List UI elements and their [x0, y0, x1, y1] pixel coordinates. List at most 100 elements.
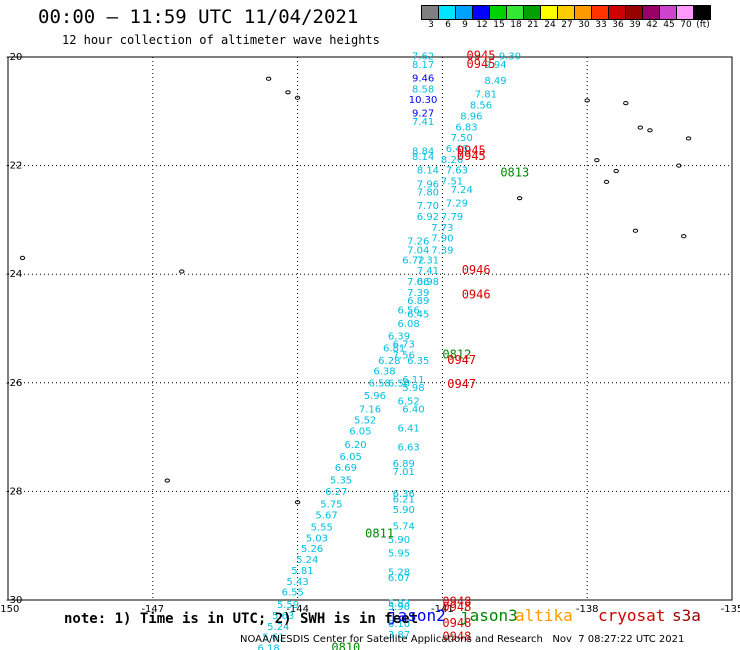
- swh-value-label: 6.58: [388, 379, 410, 390]
- island-outline: [681, 234, 687, 239]
- credit-line: NOAA/NESDIS Center for Satellite Applica…: [240, 634, 685, 645]
- swh-value-label: 9.94: [484, 60, 506, 71]
- island-outline: [294, 500, 301, 505]
- swh-value-label: 7.51: [441, 177, 463, 188]
- pass-time-label: 0946: [462, 263, 491, 277]
- swh-value-label: 8.96: [460, 111, 482, 122]
- swh-value-label: 7.73: [431, 223, 453, 234]
- x-tick-label: -150: [0, 604, 19, 615]
- swh-value-label: 7.41: [412, 117, 434, 128]
- satellite-legend-altika: altika: [515, 606, 573, 625]
- swh-value-label: 6.72: [402, 255, 424, 266]
- swh-value-label: 6.21: [393, 494, 415, 505]
- swh-value-label: 5.67: [315, 511, 337, 522]
- x-tick-label: -135: [721, 604, 740, 615]
- swh-value-label: 6.98: [417, 277, 439, 288]
- colorbar-label: 18: [510, 20, 522, 30]
- swh-value-label: 5.63: [272, 611, 294, 622]
- island-outline: [647, 128, 653, 133]
- colorbar-label: 9: [462, 20, 468, 30]
- colorbar-swatch: [693, 5, 711, 20]
- satellite-legend-jason2: jason2: [388, 606, 446, 625]
- swh-value-label: 5.96: [364, 391, 386, 402]
- swh-value-label: 7.81: [475, 90, 497, 101]
- pass-time-label: 0945: [467, 57, 496, 71]
- swh-value-label: 8.17: [412, 60, 434, 71]
- island-outline: [19, 255, 26, 261]
- colorbar-label: 36: [612, 20, 624, 30]
- island-outline: [676, 163, 682, 168]
- swh-value-label: 5.90: [393, 505, 415, 516]
- colorbar-label: 12: [476, 20, 488, 30]
- swh-value-label: 8.14: [417, 166, 439, 177]
- swh-value-label: 6.38: [373, 367, 395, 378]
- swh-value-label: 6.07: [388, 573, 410, 584]
- swh-value-label: 5.90: [388, 602, 410, 613]
- pass-time-label: 0948: [442, 600, 471, 614]
- swh-value-label: 6.40: [402, 405, 424, 416]
- pass-time-label: 0947: [447, 353, 476, 367]
- swh-value-label: 6.05: [340, 452, 362, 463]
- swh-value-label: 5.61: [262, 633, 284, 644]
- swh-value-label: 8.49: [484, 76, 506, 87]
- pass-time-label: 0945: [467, 49, 496, 63]
- colorbar-label: 39: [629, 20, 641, 30]
- swh-value-label: 8.56: [470, 101, 492, 112]
- island-outline: [179, 269, 185, 274]
- island-outline: [285, 90, 291, 95]
- island-outline: [584, 98, 590, 103]
- swh-value-label: 5.28: [388, 568, 410, 579]
- swh-value-label: 6.58: [369, 379, 391, 390]
- y-tick-label: -20: [6, 52, 22, 63]
- island-outline: [637, 125, 643, 130]
- swh-value-label: 9.27: [412, 109, 434, 120]
- island-outline: [594, 158, 600, 163]
- swh-value-label: 7.63: [446, 166, 468, 177]
- pass-time-label: 0813: [500, 165, 529, 179]
- satellite-legend-s3a: s3a: [672, 606, 701, 625]
- island-outline: [685, 136, 692, 141]
- swh-value-label: 6.39: [388, 331, 410, 342]
- swh-value-label: 6.81: [383, 343, 405, 354]
- swh-value-label: 6.56: [397, 305, 419, 316]
- swh-value-label: 7.50: [451, 133, 473, 144]
- island-outline: [603, 179, 610, 184]
- swh-value-label: 6.69: [335, 463, 357, 474]
- swh-value-label: 6.55: [282, 588, 304, 599]
- colorbar-label: 70: [680, 20, 692, 30]
- x-tick-label: -141: [431, 604, 454, 615]
- island-outline: [294, 95, 301, 100]
- pass-time-label: 0946: [462, 288, 491, 302]
- swh-value-label: 5.95: [388, 549, 410, 560]
- swh-value-label: 5.90: [388, 535, 410, 546]
- swh-value-label: 6.11: [402, 375, 424, 386]
- swh-value-label: 6.63: [397, 443, 419, 454]
- swh-value-label: 5.43: [286, 577, 308, 588]
- swh-value-label: 7.80: [417, 187, 439, 198]
- colorbar-label: 42: [646, 20, 658, 30]
- island-outline: [516, 196, 523, 201]
- swh-value-label: 7.26: [407, 236, 429, 247]
- swh-value-label: 7.90: [431, 234, 453, 245]
- pass-time-label: 0948: [442, 630, 471, 644]
- swh-value-label: 8.58: [412, 84, 434, 95]
- pass-time-label: 0947: [447, 377, 476, 391]
- colorbar: [421, 5, 711, 20]
- island-outline: [164, 478, 170, 483]
- pass-time-label: 0812: [442, 347, 471, 361]
- x-tick-label: -138: [576, 604, 599, 615]
- swh-value-label: 5.81: [291, 566, 313, 577]
- island-outline: [623, 101, 629, 106]
- swh-value-label: 5.24: [296, 555, 318, 566]
- swh-value-label: 7.96: [417, 179, 439, 190]
- swh-value-label: 6.27: [325, 487, 347, 498]
- swh-value-label: 7.39: [407, 288, 429, 299]
- swh-value-label: 8.84: [412, 147, 434, 158]
- swh-value-label: 7.62: [412, 52, 434, 63]
- swh-value-label: 3.87: [388, 630, 410, 641]
- swh-value-label: 7.04: [407, 246, 429, 257]
- island-outline: [632, 228, 639, 233]
- pass-time-label: 0945: [457, 149, 486, 163]
- swh-value-label: 6.41: [397, 424, 419, 435]
